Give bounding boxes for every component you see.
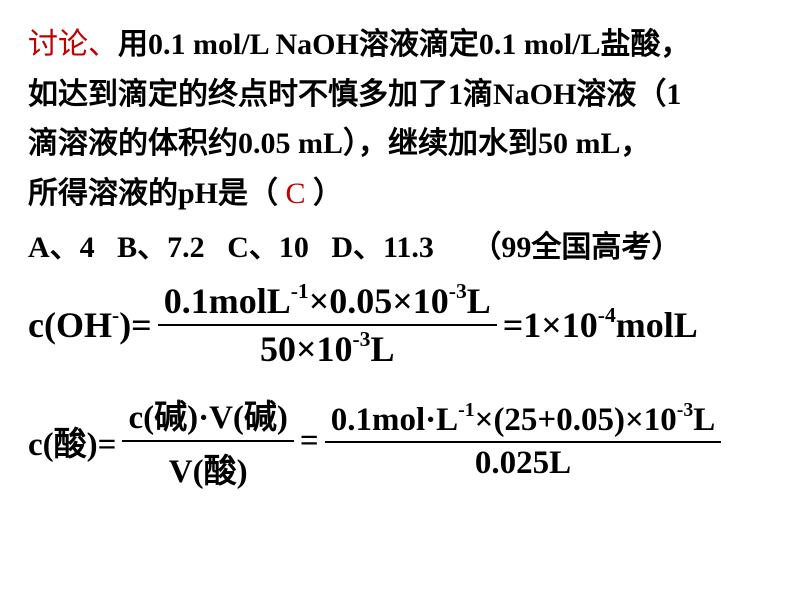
question-text: 讨论、用0.1 mol/L NaOH溶液滴定0.1 mol/L盐酸， 如达到滴定… — [28, 20, 780, 218]
options-row: A、4 B、7.2 C、10 D、11.3 （99全国高考） — [28, 222, 780, 266]
f2-fraction2: 0.1mol·L-1×(25+0.05)×10-3L 0.025L — [325, 401, 722, 482]
f1-numerator: 0.1molL-1×0.05×10-3L — [158, 280, 497, 326]
q-line3: 滴溶液的体积约0.05 mL），继续加水到50 mL， — [28, 127, 651, 160]
option-c: C、10 — [227, 231, 309, 264]
f2-mid-eq: = — [300, 423, 319, 460]
option-d: D、11.3 — [331, 231, 434, 264]
f1-left: c(OH-)= — [28, 304, 152, 346]
formula-acid: c(酸)= c(碱)·V(碱) V(酸) = 0.1mol·L-1×(25+0.… — [28, 390, 780, 492]
f2-den1: V(酸) — [163, 442, 254, 492]
q-line2: 如达到滴定的终点时不慎多加了1滴NaOH溶液（1 — [28, 78, 681, 111]
f1-result: =1×10-4molL — [503, 304, 698, 346]
f2-fraction1: c(碱)·V(碱) V(酸) — [122, 390, 293, 492]
f2-den2: 0.025L — [469, 443, 577, 482]
f1-denominator: 50×10-3L — [254, 326, 401, 370]
f2-num1: c(碱)·V(碱) — [122, 390, 293, 442]
formula-oh: c(OH-)= 0.1molL-1×0.05×10-3L 50×10-3L =1… — [28, 280, 780, 370]
discussion-label: 讨论、 — [28, 28, 118, 61]
f2-left: c(酸)= — [28, 417, 116, 465]
exam-source: （99全国高考） — [471, 231, 681, 264]
f2-num2: 0.1mol·L-1×(25+0.05)×10-3L — [325, 401, 722, 443]
f1-fraction: 0.1molL-1×0.05×10-3L 50×10-3L — [158, 280, 497, 370]
q-line4a: 所得溶液的pH是（ — [28, 177, 278, 210]
answer-letter: C — [278, 177, 313, 210]
option-b: B、7.2 — [117, 231, 205, 264]
q-line4b: ） — [313, 177, 343, 210]
q-line1: 用0.1 mol/L NaOH溶液滴定0.1 mol/L盐酸， — [118, 28, 691, 61]
option-a: A、4 — [28, 231, 95, 264]
